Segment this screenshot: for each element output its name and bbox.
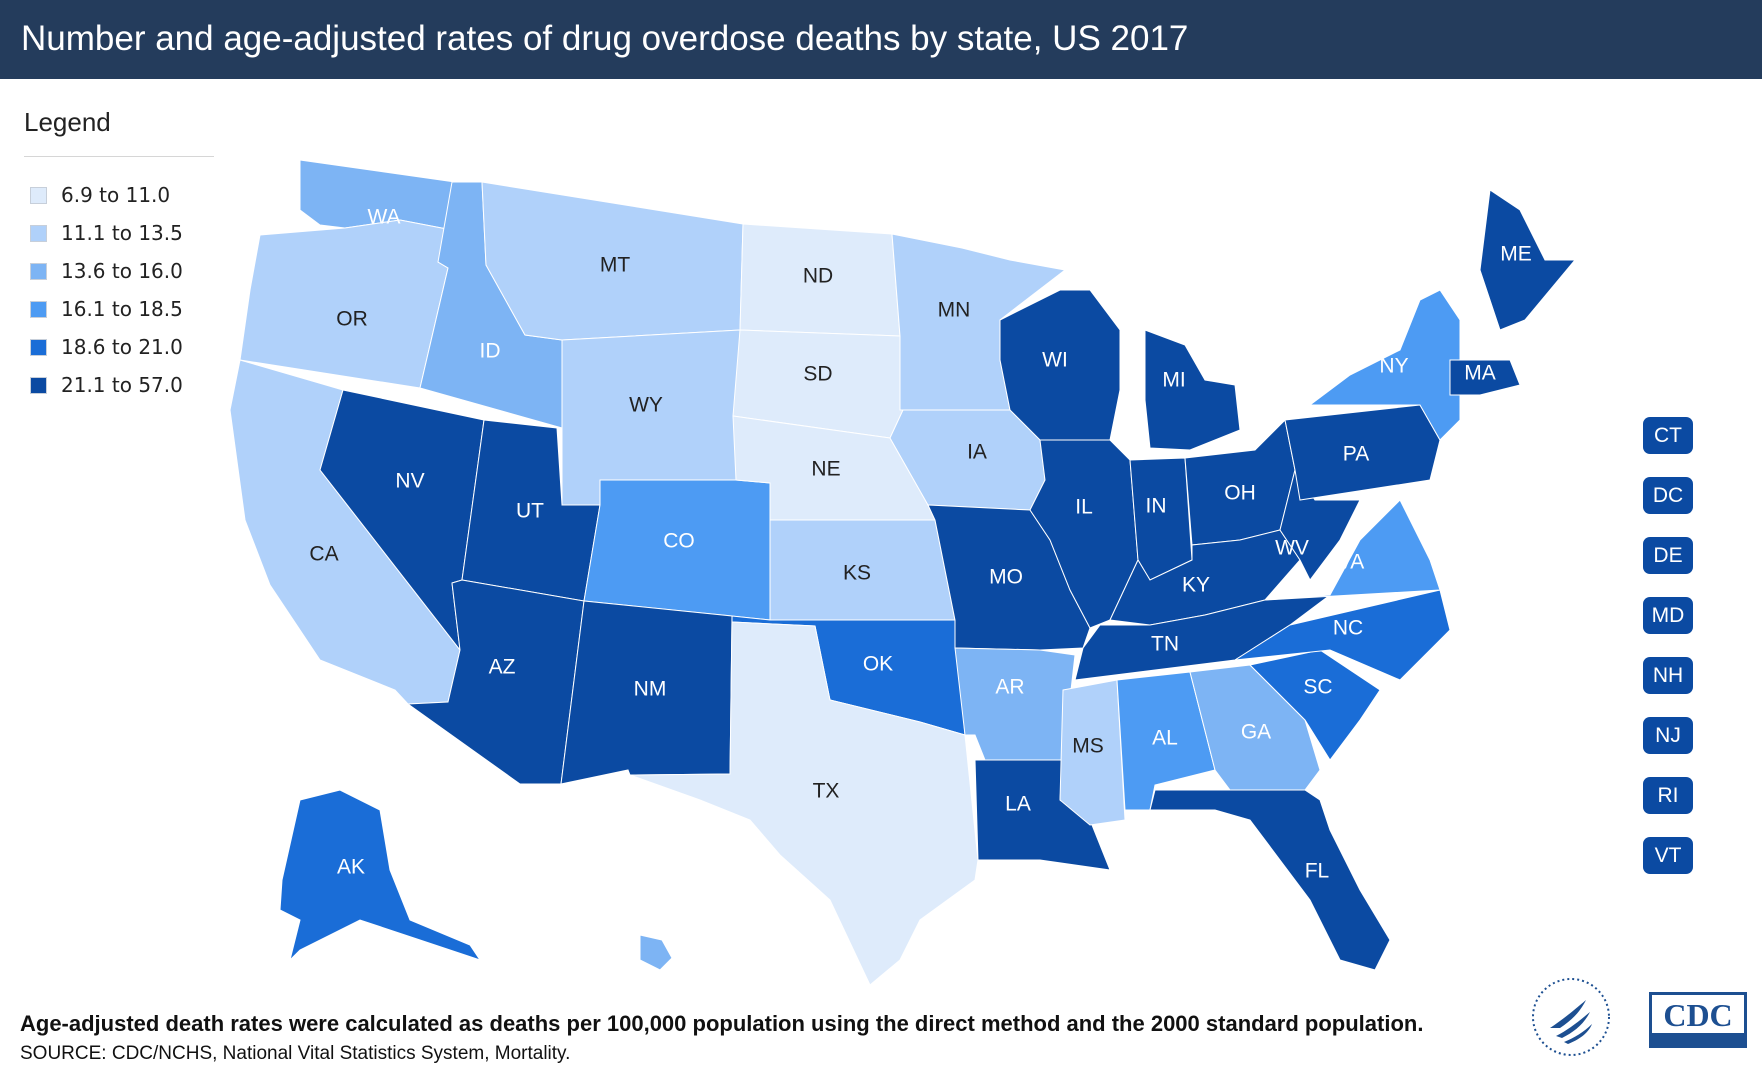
state-label-la: LA [1005, 793, 1031, 816]
state-label-wv: WV [1275, 537, 1309, 560]
state-label-wy: WY [629, 394, 663, 417]
legend-swatch [30, 187, 47, 204]
legend-label: 6.9 to 11.0 [61, 183, 171, 207]
small-state-box[interactable]: NH [1643, 657, 1693, 694]
legend-label: 11.1 to 13.5 [61, 221, 183, 245]
small-state-box[interactable]: NJ [1643, 717, 1693, 754]
legend-item: 21.1 to 57.0 [30, 371, 220, 409]
source-note: SOURCE: CDC/NCHS, National Vital Statist… [20, 1043, 571, 1064]
state-ar[interactable] [954, 647, 1076, 761]
state-label-ak: AK [337, 856, 365, 879]
state-label-ia: IA [967, 441, 987, 464]
state-label-ok: OK [863, 653, 893, 676]
state-label-nd: ND [803, 265, 833, 288]
state-label-ms: MS [1072, 735, 1104, 758]
page-title: Number and age-adjusted rates of drug ov… [21, 19, 1189, 58]
legend-swatch [30, 339, 47, 356]
state-label-sd: SD [803, 363, 832, 386]
state-ms[interactable] [1059, 679, 1126, 826]
state-label-az: AZ [489, 656, 516, 679]
legend-swatch [30, 225, 47, 242]
legend-label: 13.6 to 16.0 [61, 259, 183, 283]
state-me[interactable] [1479, 189, 1577, 331]
small-state-box[interactable]: CT [1643, 417, 1693, 454]
footnote: Age-adjusted death rates were calculated… [20, 1011, 1424, 1036]
state-label-nm: NM [634, 678, 667, 701]
state-label-ca: CA [309, 543, 338, 566]
state-label-mt: MT [600, 254, 630, 277]
state-label-id: ID [480, 340, 501, 363]
legend-item: 13.6 to 16.0 [30, 257, 220, 295]
state-label-pa: PA [1343, 443, 1369, 466]
state-label-ar: AR [995, 676, 1024, 699]
state-label-ks: KS [843, 562, 871, 585]
state-label-wa: WA [367, 206, 400, 229]
state-label-nv: NV [395, 470, 424, 493]
hhs-logo [1532, 978, 1610, 1056]
state-or[interactable] [239, 219, 453, 389]
state-label-va: VA [1338, 551, 1364, 574]
state-label-ky: KY [1182, 574, 1210, 597]
state-fl[interactable] [1149, 789, 1391, 971]
legend-label: 16.1 to 18.5 [61, 297, 183, 321]
state-wy[interactable] [561, 329, 741, 506]
state-label-ne: NE [811, 458, 840, 481]
state-label-mi: MI [1162, 369, 1185, 392]
state-label-mn: MN [938, 299, 971, 322]
legend-label: 21.1 to 57.0 [61, 373, 183, 397]
state-label-me: ME [1500, 243, 1532, 266]
state-label-oh: OH [1224, 482, 1256, 505]
state-va[interactable] [1264, 499, 1441, 601]
state-label-hi: HI [593, 943, 614, 966]
small-state-box[interactable]: RI [1643, 777, 1693, 814]
state-label-ny: NY [1379, 355, 1408, 378]
state-label-al: AL [1152, 727, 1178, 750]
legend-swatch [30, 263, 47, 280]
state-label-mo: MO [989, 566, 1023, 589]
header-bar: Number and age-adjusted rates of drug ov… [0, 0, 1762, 79]
state-wi[interactable] [999, 289, 1121, 441]
state-label-co: CO [663, 530, 695, 553]
legend-swatch [30, 301, 47, 318]
legend-item: 6.9 to 11.0 [30, 181, 220, 219]
state-ny[interactable] [1308, 289, 1461, 441]
legend: Legend 6.9 to 11.0 11.1 to 13.5 13.6 to … [24, 106, 214, 397]
cdc-logo: CDC [1649, 992, 1747, 1048]
state-label-tn: TN [1151, 633, 1179, 656]
state-label-or: OR [336, 308, 368, 331]
state-label-tx: TX [813, 780, 840, 803]
legend-divider [24, 156, 214, 157]
legend-list: 6.9 to 11.0 11.1 to 13.5 13.6 to 16.0 16… [30, 181, 220, 409]
state-label-fl: FL [1305, 860, 1330, 883]
legend-item: 16.1 to 18.5 [30, 295, 220, 333]
state-tx[interactable] [629, 621, 979, 986]
state-nc[interactable] [1234, 589, 1451, 681]
state-ma[interactable] [1449, 359, 1521, 396]
small-state-box[interactable]: DC [1643, 477, 1693, 514]
state-mi[interactable] [1144, 329, 1241, 451]
legend-item: 18.6 to 21.0 [30, 333, 220, 371]
legend-swatch [30, 377, 47, 394]
cdc-logo-text: CDC [1663, 997, 1732, 1033]
state-hi[interactable] [639, 934, 673, 971]
state-label-sc: SC [1303, 676, 1332, 699]
state-label-ga: GA [1241, 721, 1271, 744]
state-ak[interactable] [279, 789, 482, 962]
state-label-in: IN [1146, 495, 1167, 518]
state-label-il: IL [1075, 496, 1093, 519]
state-il[interactable] [1029, 439, 1139, 629]
state-label-ut: UT [516, 500, 544, 523]
small-state-box[interactable]: MD [1643, 597, 1693, 634]
small-state-box[interactable]: VT [1643, 837, 1693, 874]
legend-label: 18.6 to 21.0 [61, 335, 183, 359]
legend-item: 11.1 to 13.5 [30, 219, 220, 257]
small-state-box[interactable]: DE [1643, 537, 1693, 574]
us-state-map: WA OR CA ID NV UT AZ MT WY CO NM ND SD NE KS OK TX MN IA MO… [229, 159, 1577, 986]
state-label-ma: MA [1464, 362, 1496, 385]
state-label-nc: NC [1333, 617, 1363, 640]
legend-title: Legend [24, 107, 111, 137]
state-label-wi: WI [1042, 349, 1068, 372]
